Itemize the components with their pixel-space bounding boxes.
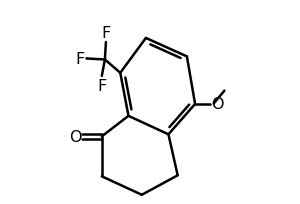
Text: O: O: [69, 129, 81, 144]
Text: F: F: [101, 26, 110, 40]
Text: F: F: [76, 52, 85, 67]
Text: O: O: [211, 97, 224, 112]
Text: F: F: [97, 79, 106, 94]
